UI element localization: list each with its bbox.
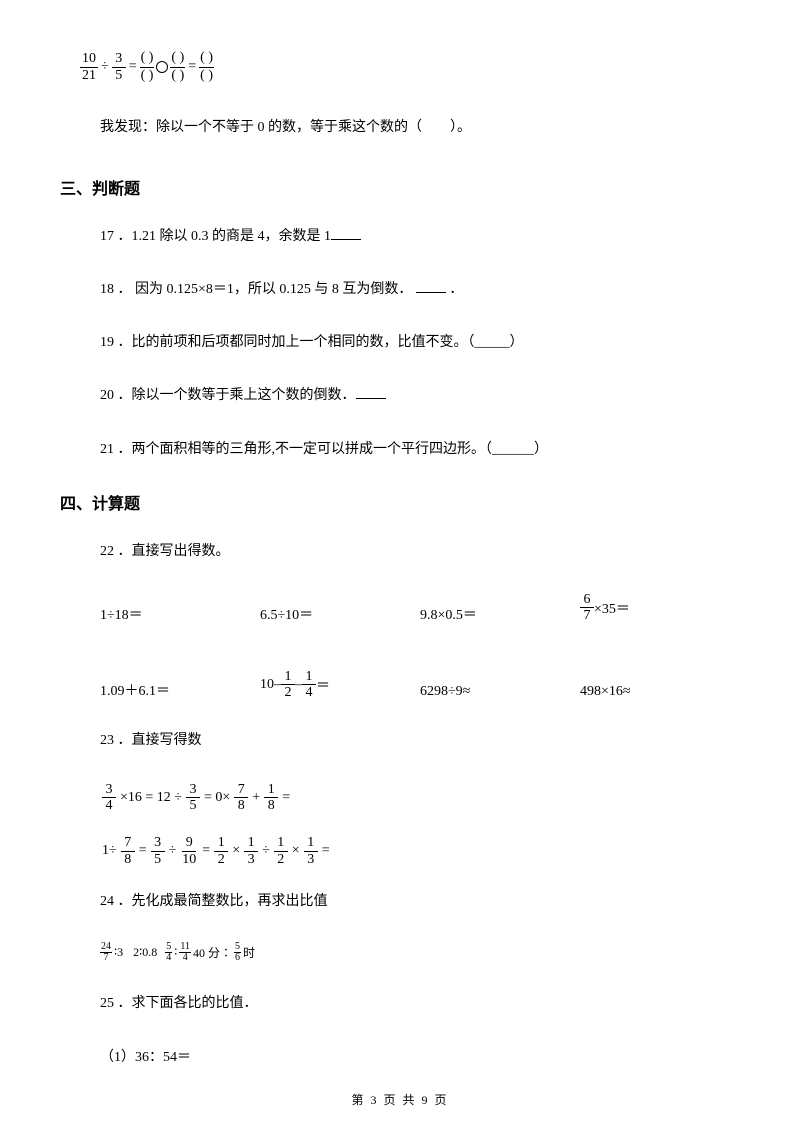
blank-line: [416, 279, 446, 293]
question-22: 22 ．直接写出得数。: [100, 539, 740, 564]
l2t1: =: [139, 843, 147, 859]
q20-text: 20 ．除以一个数等于乘上这个数的倒数．: [100, 388, 356, 403]
divide-sign: ÷: [101, 59, 109, 75]
q18-text: 18 ． 因为 0.125×8＝1，所以 0.125 与 8 互为倒数．: [100, 282, 412, 297]
question-25: 25 ．求下面各比的比值．: [100, 991, 740, 1016]
rt2: 2∶0.8: [133, 945, 157, 960]
section-4-heading: 四、计算题: [60, 490, 740, 514]
frac: 18: [264, 782, 278, 814]
equals-sign-2: =: [188, 59, 196, 75]
l1t4: =: [282, 790, 290, 806]
rt4: 40 分∶: [193, 944, 232, 961]
l2t5: ÷: [262, 843, 270, 859]
question-21: 21 ．两个面积相等的三角形,不一定可以拼成一个平行四边形。（______）: [100, 437, 740, 462]
frac: 78: [234, 782, 248, 814]
r2c2-mid: –: [295, 677, 302, 693]
l1t1: ×16 = 12 ÷: [120, 790, 182, 806]
frac: 35: [151, 835, 165, 867]
r1c4-post: ×35＝: [594, 598, 630, 618]
sfrac: 114: [179, 942, 191, 963]
grid-r2c2: 10– 1 2 – 1 4 ＝: [260, 669, 420, 701]
sfrac: 247: [100, 942, 112, 963]
question-25-1: （1）36：54＝: [100, 1045, 740, 1070]
grid-r2c3: 6298÷9≈: [420, 684, 580, 700]
frac-1-4: 1 4: [302, 669, 316, 701]
frac: 78: [121, 835, 135, 867]
calc-grid: 1÷18＝ 6.5÷10＝ 9.8×0.5＝ 6 7 ×35＝ 1.09＋6.1…: [100, 592, 740, 701]
section-3-heading: 三、判断题: [60, 175, 740, 199]
frac: 12: [214, 835, 228, 867]
page-footer: 第 3 页 共 9 页: [0, 1091, 800, 1108]
grid-r1c4: 6 7 ×35＝: [580, 592, 740, 624]
question-19: 19 ．比的前项和后项都同时加上一个相同的数，比值不变。（_____）: [100, 330, 740, 355]
frac-6-7: 6 7: [580, 592, 594, 624]
l2t2: ÷: [169, 843, 177, 859]
question-20: 20 ．除以一个数等于乘上这个数的倒数．: [100, 383, 740, 408]
frac: 34: [102, 782, 116, 814]
l2t7: =: [322, 843, 330, 859]
r2c2-post: ＝: [316, 675, 330, 695]
frac: 13: [304, 835, 318, 867]
l2t0: 1÷: [102, 843, 117, 859]
blank-frac-1: ( ) ( ): [140, 50, 155, 85]
q18-period: ．: [449, 282, 463, 297]
grid-r1c2: 6.5÷10＝: [260, 604, 420, 624]
grid-r2c4: 498×16≈: [580, 684, 740, 700]
grid-r1c1: 1÷18＝: [100, 604, 260, 624]
frac-10-21: 10 21: [80, 51, 98, 83]
blank-line: [331, 226, 361, 240]
frac: 12: [274, 835, 288, 867]
question-23: 23 ．直接写得数: [100, 728, 740, 753]
blank-frac-2: ( ) ( ): [170, 50, 185, 85]
rt3: ∶: [174, 945, 177, 960]
l1t3: +: [252, 790, 260, 806]
l2t4: ×: [232, 843, 240, 859]
equals-sign: =: [129, 59, 137, 75]
l1t2: = 0×: [204, 790, 230, 806]
blank-frac-3: ( ) ( ): [199, 50, 214, 85]
sfrac: 54: [165, 942, 172, 963]
question-18: 18 ． 因为 0.125×8＝1，所以 0.125 与 8 互为倒数． ．: [100, 277, 740, 302]
question-24: 24 ．先化成最简整数比，再求出比值: [100, 889, 740, 914]
l2t6: ×: [292, 843, 300, 859]
r2c2-pre: 10–: [260, 677, 281, 693]
grid-r2c1: 1.09＋6.1＝: [100, 680, 260, 700]
q17-text: 17 ．1.21 除以 0.3 的商是 4，余数是 1: [100, 229, 331, 244]
rt1: ∶3: [114, 945, 123, 960]
top-equation: 10 21 ÷ 3 5 = ( ) ( ) ( ) ( ) = ( ) ( ): [80, 50, 740, 85]
eq-line-2: 1÷ 78 = 35 ÷ 910 = 12 × 13 ÷ 12 × 13 =: [100, 835, 740, 867]
eq-line-1: 34 ×16 = 12 ÷ 35 = 0× 78 + 18 =: [100, 782, 740, 814]
l2t3: =: [202, 843, 210, 859]
rt5: 时: [243, 944, 255, 961]
frac-3-5: 3 5: [112, 51, 126, 83]
circle-operator: [156, 61, 168, 73]
frac: 910: [180, 835, 198, 867]
frac: 13: [244, 835, 258, 867]
grid-r1c3: 9.8×0.5＝: [420, 604, 580, 624]
blank-line: [356, 385, 386, 399]
sfrac: 56: [234, 942, 241, 963]
frac: 35: [186, 782, 200, 814]
question-17: 17 ．1.21 除以 0.3 的商是 4，余数是 1: [100, 224, 740, 249]
ratio-row: 247 ∶3 2∶0.8 54 ∶ 114 40 分∶ 56 时: [100, 942, 740, 963]
discovery-text: 我发现：除以一个不等于 0 的数，等于乘这个数的（ ）。: [100, 115, 740, 140]
frac-1-2: 1 2: [281, 669, 295, 701]
